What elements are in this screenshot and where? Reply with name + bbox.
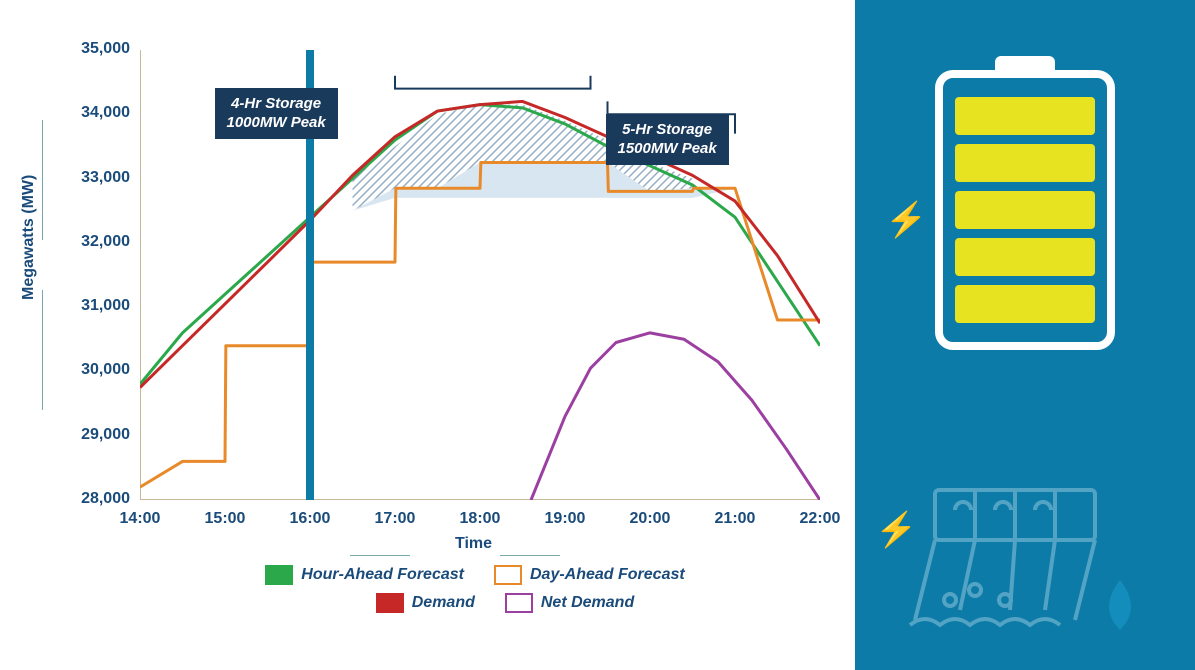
legend: Hour-Ahead Forecast Day-Ahead Forecast D… — [200, 565, 750, 613]
battery-cell — [955, 238, 1095, 276]
legend-swatch — [494, 565, 522, 585]
y-tick: 30,000 — [60, 361, 130, 379]
y-tick: 35,000 — [60, 40, 130, 58]
bolt-icon: ⚡ — [885, 200, 927, 240]
legend-swatch — [265, 565, 293, 585]
legend-item-demand: Demand — [376, 593, 475, 613]
legend-item-hour-ahead: Hour-Ahead Forecast — [265, 565, 464, 585]
y-tick: 33,000 — [60, 169, 130, 187]
x-tick: 16:00 — [280, 510, 340, 528]
y-tick: 32,000 — [60, 233, 130, 251]
legend-swatch — [376, 593, 404, 613]
y-tick: 31,000 — [60, 297, 130, 315]
axis-decoration — [42, 120, 43, 240]
annotation-4hr-storage: 4-Hr Storage 1000MW Peak — [215, 88, 338, 139]
legend-item-day-ahead: Day-Ahead Forecast — [494, 565, 685, 585]
x-tick: 21:00 — [705, 510, 765, 528]
y-tick: 34,000 — [60, 104, 130, 122]
battery-cell — [955, 191, 1095, 229]
battery-icon — [935, 70, 1115, 350]
x-tick: 20:00 — [620, 510, 680, 528]
x-tick: 15:00 — [195, 510, 255, 528]
side-panel: ⚡ ⚡ — [855, 0, 1195, 670]
axis-decoration — [350, 555, 410, 556]
axis-decoration — [42, 290, 43, 410]
x-tick: 17:00 — [365, 510, 425, 528]
legend-label: Day-Ahead Forecast — [530, 566, 685, 584]
y-tick: 29,000 — [60, 426, 130, 444]
annotation-5hr-storage: 5-Hr Storage 1500MW Peak — [606, 114, 729, 165]
y-axis-label: Megawatts (MW) — [20, 175, 38, 300]
y-tick: 28,000 — [60, 490, 130, 508]
x-tick: 22:00 — [790, 510, 850, 528]
x-tick: 18:00 — [450, 510, 510, 528]
legend-swatch — [505, 593, 533, 613]
chart-panel: Megawatts (MW) Time 4-Hr Storage 1000MW … — [0, 0, 855, 670]
legend-item-net-demand: Net Demand — [505, 593, 634, 613]
legend-label: Hour-Ahead Forecast — [301, 566, 464, 584]
legend-label: Net Demand — [541, 594, 634, 612]
axis-decoration — [500, 555, 560, 556]
x-tick: 14:00 — [110, 510, 170, 528]
battery-cell — [955, 144, 1095, 182]
x-axis-label: Time — [455, 535, 492, 553]
legend-label: Demand — [412, 594, 475, 612]
dam-icon — [895, 480, 1155, 640]
x-tick: 19:00 — [535, 510, 595, 528]
battery-cell — [955, 285, 1095, 323]
battery-cell — [955, 97, 1095, 135]
